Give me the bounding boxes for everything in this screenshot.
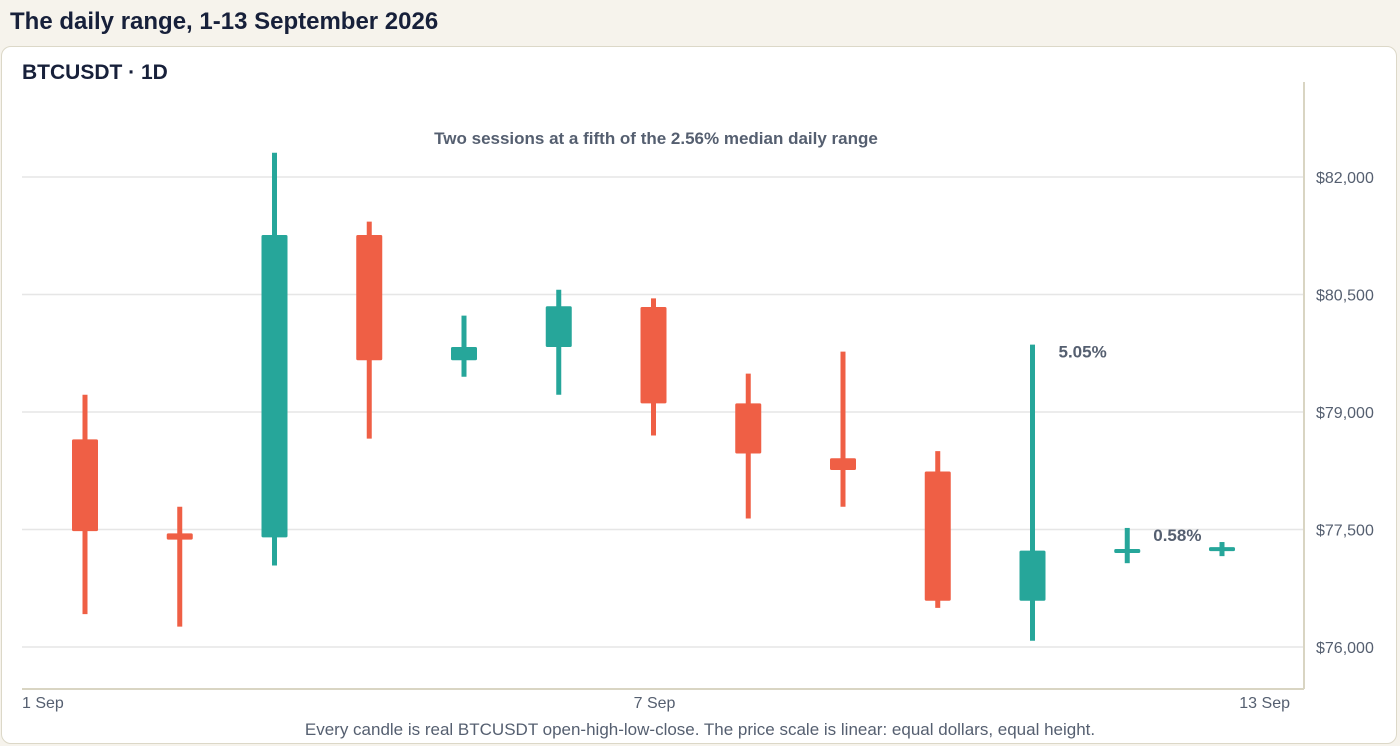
candle: [640, 298, 667, 436]
candle-body: [545, 306, 572, 347]
candle-body: [640, 307, 667, 404]
candle: [166, 506, 193, 627]
x-tick-label: 13 Sep: [1239, 695, 1290, 712]
candle: [830, 351, 856, 507]
candle-body: [451, 346, 477, 361]
page-title: The daily range, 1-13 September 2026: [10, 8, 439, 35]
y-tick-label: $82,000: [1316, 170, 1374, 187]
candle: [451, 315, 477, 377]
candle: [735, 373, 762, 519]
candle-body: [356, 234, 383, 361]
candle-body: [1019, 550, 1046, 601]
candle: [72, 394, 98, 615]
x-tick-label: 1 Sep: [22, 695, 64, 712]
candle-body: [261, 234, 288, 538]
y-tick-label: $80,500: [1316, 288, 1374, 305]
range-annotation: 0.58%: [1153, 526, 1201, 545]
candle-body: [72, 439, 98, 532]
chart-subtitle: Two sessions at a fifth of the 2.56% med…: [434, 129, 878, 148]
range-annotation: 5.05%: [1059, 343, 1107, 362]
candle-body: [735, 403, 762, 454]
candle-body: [830, 458, 856, 470]
candle-body: [1209, 547, 1235, 552]
y-tick-label: $76,000: [1316, 640, 1374, 657]
candle: [924, 451, 951, 608]
y-tick-label: $77,500: [1316, 523, 1374, 540]
candle-body: [1114, 549, 1141, 554]
candle: [545, 289, 572, 395]
candle-body: [924, 471, 951, 601]
candle: [1019, 344, 1046, 641]
axes: [22, 82, 1305, 690]
labels: $76,000 $77,500 $79,000 $80,500 $82,000 1 Sep…: [22, 170, 1374, 712]
candle-body: [166, 533, 193, 540]
chart-title: BTCUSDT · 1D: [22, 61, 168, 84]
y-tick-label: $79,000: [1316, 405, 1374, 422]
candle: [1209, 542, 1235, 557]
gridlines: [22, 176, 1304, 648]
footnote: Every candle is real BTCUSDT open-high-l…: [304, 720, 1096, 739]
candles: [72, 152, 1235, 641]
candle: [261, 152, 288, 566]
candle: [1114, 527, 1141, 564]
x-tick-label: 7 Sep: [634, 695, 676, 712]
chart-card: [1, 46, 1397, 744]
candle: [356, 221, 383, 439]
